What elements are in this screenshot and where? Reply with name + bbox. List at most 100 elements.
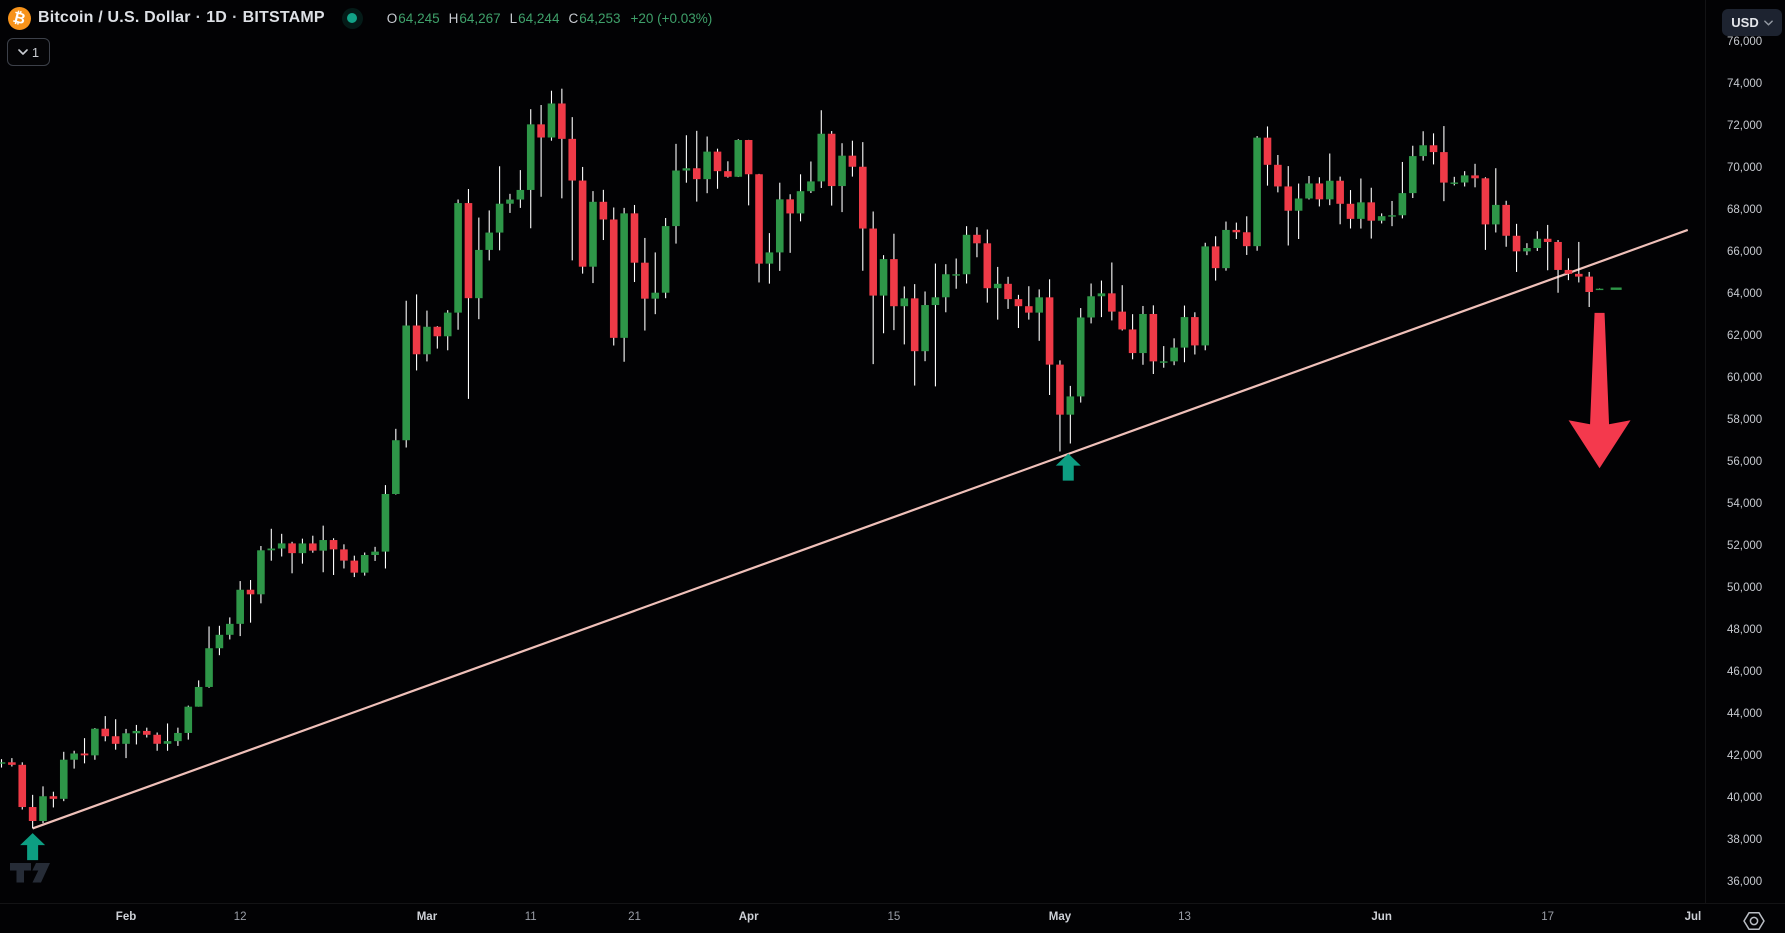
candle-body <box>1056 364 1064 415</box>
candle-body <box>8 762 16 765</box>
candle-body <box>1191 317 1199 346</box>
candle-body <box>858 166 867 229</box>
candle-body <box>371 551 379 556</box>
time-tick-label: Jun <box>1371 911 1392 923</box>
candle-body <box>1460 175 1469 183</box>
last-price-dash <box>1610 287 1622 290</box>
candle-body <box>1543 238 1552 242</box>
candle-body <box>174 732 182 742</box>
time-tick-label: Apr <box>738 911 759 923</box>
candle-body <box>547 103 556 138</box>
candle-body <box>1128 329 1137 354</box>
candle-body <box>796 191 805 214</box>
tradingview-logo[interactable] <box>9 862 51 886</box>
candle-body <box>433 326 442 337</box>
candle-body <box>1066 396 1075 415</box>
time-tick-label: 12 <box>233 911 247 923</box>
symbol-name: Bitcoin / U.S. Dollar <box>38 9 191 26</box>
candle-body <box>402 325 411 441</box>
candle-body <box>765 252 774 264</box>
candle-body <box>703 151 711 180</box>
price-tick-label: 56,000 <box>1727 456 1763 468</box>
candle-body <box>838 155 846 187</box>
ohlc-values: O 64,245 H 64,267 L 64,244 C 64,253 +20 (+0.… <box>387 11 713 26</box>
candle-body <box>1035 297 1043 313</box>
candle-body <box>412 325 421 355</box>
candle-body <box>1170 347 1178 362</box>
candle-body <box>630 213 639 263</box>
price-tick-label: 74,000 <box>1727 77 1763 90</box>
candle-body <box>1575 273 1583 277</box>
candle-body <box>910 298 919 352</box>
candle-body <box>1159 361 1168 363</box>
low-value: 64,244 <box>518 10 560 26</box>
price-tick-label: 60,000 <box>1727 372 1763 384</box>
candle-body <box>1222 229 1230 269</box>
high-label: H <box>448 10 459 26</box>
time-tick-label: 15 <box>887 911 901 923</box>
time-tick-label: 13 <box>1178 911 1191 923</box>
price-tick-label: 46,000 <box>1727 666 1763 678</box>
candle-body <box>267 548 276 551</box>
candle-body <box>475 249 483 299</box>
candle-body <box>194 686 203 707</box>
candle-body <box>713 151 722 172</box>
interval-label: 1D <box>206 9 228 26</box>
candle-body <box>1523 247 1531 252</box>
candle-body <box>1201 246 1210 346</box>
time-tick-label: 11 <box>524 911 537 923</box>
candle-body <box>153 734 161 744</box>
price-axis-separator <box>1705 0 1706 903</box>
candle-body <box>1408 156 1417 194</box>
separator-dot: · <box>195 9 202 26</box>
candle-body <box>1087 296 1095 318</box>
trendline[interactable] <box>32 228 1689 830</box>
candle-body <box>921 305 929 352</box>
candle-body <box>1274 164 1282 187</box>
price-tick-label: 58,000 <box>1727 414 1763 426</box>
market-status-icon[interactable] <box>341 7 363 29</box>
open-label: O <box>386 10 398 26</box>
candle-body <box>454 203 462 313</box>
candle-body <box>122 733 130 744</box>
symbol-legend[interactable]: ₿ Bitcoin / U.S. Dollar · 1D · BITSTAMP O 64,… <box>8 5 712 31</box>
candle-body <box>142 730 151 735</box>
candle-body <box>1357 202 1365 219</box>
up-arrow-marker[interactable] <box>20 833 46 861</box>
time-tick-label: Feb <box>115 911 137 923</box>
candle-body <box>1097 293 1106 297</box>
candle-body <box>516 189 525 200</box>
candle-body <box>506 199 514 204</box>
up-arrow-marker[interactable] <box>1055 453 1081 481</box>
down-arrow-marker[interactable] <box>1568 312 1631 469</box>
price-tick-label: 44,000 <box>1727 708 1763 720</box>
candle-body <box>942 274 950 298</box>
price-tick-label: 54,000 <box>1727 498 1763 510</box>
legend-collapse-button[interactable]: 1 <box>7 38 50 66</box>
axis-settings-gear-icon[interactable] <box>1742 909 1766 933</box>
candle-body <box>1315 183 1324 200</box>
price-tick-label: 48,000 <box>1727 624 1763 636</box>
chevron-down-icon <box>1763 20 1773 26</box>
collapsed-count: 1 <box>31 44 40 60</box>
candle-body <box>464 203 473 299</box>
time-axis-separator <box>0 903 1785 904</box>
candle-body <box>827 133 836 187</box>
candle-body <box>755 174 763 264</box>
candle-body <box>537 124 545 138</box>
price-tick-label: 76,000 <box>1727 35 1763 48</box>
bitcoin-icon: ₿ <box>8 6 31 30</box>
candle-body <box>1294 198 1303 211</box>
candle-body <box>39 796 47 821</box>
symbol-title[interactable]: Bitcoin / U.S. Dollar · 1D · BITSTAMP <box>38 9 325 27</box>
candle-body <box>1502 204 1510 236</box>
price-tick-label: 38,000 <box>1727 834 1763 846</box>
candle-body <box>381 494 390 552</box>
currency-toggle-button[interactable]: USD <box>1722 9 1782 36</box>
candle-body <box>184 706 193 733</box>
candle-body <box>1564 269 1573 274</box>
candle-body <box>1139 313 1147 354</box>
candle-body <box>485 232 494 250</box>
candle-body <box>1284 186 1293 211</box>
